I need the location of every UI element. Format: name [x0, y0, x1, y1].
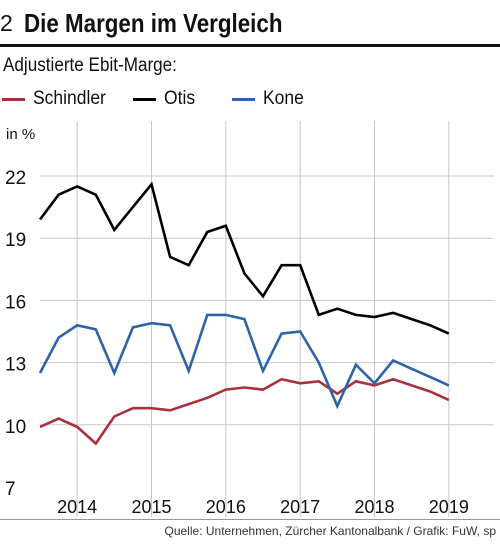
legend-label-schindler: Schindler	[33, 88, 106, 109]
chart-header: 2 Die Margen im Vergleich	[0, 6, 500, 42]
x-tick-label: 2014	[57, 497, 97, 517]
x-tick-label: 2018	[354, 497, 394, 517]
y-tick-label: 16	[5, 292, 26, 313]
x-tick-label: 2016	[206, 497, 246, 517]
footer-rule	[0, 519, 500, 520]
legend-swatch-otis	[133, 97, 156, 101]
x-tick-label: 2015	[131, 497, 171, 517]
y-tick-label: 10	[5, 417, 26, 438]
x-tick-label: 2019	[429, 497, 469, 517]
legend-item-otis: Otis	[133, 86, 198, 112]
legend: Schindler Otis Kone	[0, 86, 500, 112]
source-note: Quelle: Unternehmen, Zürcher Kantonalban…	[164, 524, 497, 538]
y-axis-unit: in %	[6, 126, 36, 143]
series-line-otis	[38, 181, 450, 335]
legend-item-kone: Kone	[232, 86, 307, 112]
legend-label-otis: Otis	[164, 88, 196, 109]
x-tick-label: 2017	[280, 497, 320, 517]
y-tick-label: 22	[5, 168, 26, 189]
title-rule	[0, 44, 500, 47]
legend-swatch-kone	[232, 97, 255, 101]
legend-label-kone: Kone	[263, 88, 304, 109]
figure-number: 2	[0, 10, 13, 36]
y-tick-label: 19	[5, 230, 26, 251]
series-line-kone	[38, 313, 450, 410]
legend-swatch-schindler	[2, 97, 25, 101]
chart-subtitle: Adjustierte Ebit-Marge:	[3, 55, 177, 76]
y-tick-label: 7	[5, 479, 16, 500]
y-tick-label: 13	[5, 355, 26, 376]
series-line-schindler	[39, 377, 450, 446]
legend-item-schindler: Schindler	[2, 86, 112, 112]
chart-title: Die Margen im Vergleich	[24, 8, 283, 38]
